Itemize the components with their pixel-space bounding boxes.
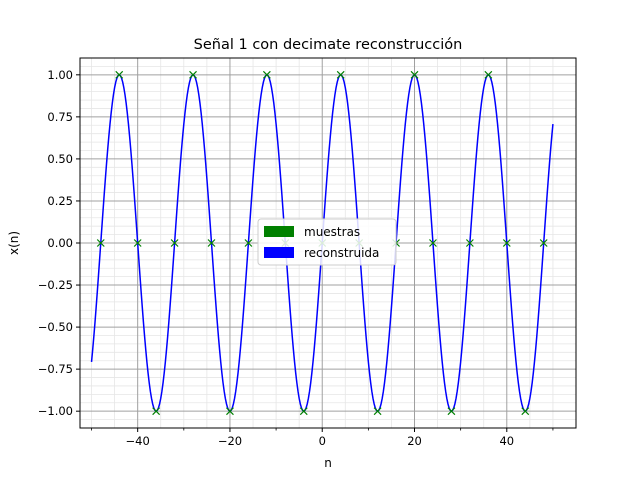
sample-marker — [521, 407, 530, 416]
legend-label-muestras: muestras — [304, 225, 360, 239]
sample-marker — [96, 239, 105, 247]
y-tick-label: 1.00 — [47, 68, 73, 82]
y-axis-label: x(n) — [7, 231, 21, 255]
sample-marker — [299, 407, 308, 416]
x-tick-label: 0 — [319, 434, 326, 448]
legend-swatch-reconstruida — [264, 247, 294, 258]
sample-marker — [244, 239, 253, 247]
x-tick-label: 20 — [407, 434, 422, 448]
sample-marker — [465, 239, 474, 247]
x-tick-label: 40 — [499, 434, 514, 448]
y-tick-label: −0.50 — [38, 320, 73, 334]
x-axis-label: n — [324, 456, 332, 470]
y-tick-label: 0.50 — [47, 152, 73, 166]
ticks: −40 −20 0 20 40 −1.00 −0.75 −0.50 −0.25 0.00 0.25 0… — [38, 68, 554, 448]
sample-marker — [502, 239, 511, 247]
y-tick-label: −0.25 — [38, 278, 73, 292]
y-tick-label: −0.75 — [38, 362, 73, 376]
sample-marker — [336, 70, 345, 79]
x-tick-label: −40 — [126, 434, 150, 448]
sample-marker — [484, 70, 493, 79]
sample-marker — [133, 239, 142, 247]
sample-marker — [207, 239, 216, 247]
sample-marker — [115, 70, 124, 79]
x-tick-label: −20 — [218, 434, 242, 448]
sample-marker — [410, 70, 419, 79]
sample-marker — [262, 70, 271, 79]
sample-marker — [373, 407, 382, 416]
sample-marker — [226, 407, 234, 416]
sample-marker — [152, 407, 161, 416]
sample-marker — [429, 239, 437, 247]
y-tick-label: 0.25 — [47, 194, 73, 208]
sample-marker — [170, 239, 179, 247]
y-tick-label: −1.00 — [38, 404, 73, 418]
sample-marker — [539, 239, 548, 247]
legend-label-reconstruida: reconstruida — [304, 246, 379, 260]
y-tick-label: 0.00 — [47, 236, 73, 250]
chart-title: Señal 1 con decimate reconstrucción — [194, 37, 463, 53]
y-tick-label: 0.75 — [47, 110, 73, 124]
sample-marker — [447, 407, 456, 416]
sample-marker — [189, 70, 197, 79]
legend: muestras reconstruida — [257, 218, 397, 266]
grid — [80, 57, 577, 429]
legend-swatch-muestras — [264, 226, 294, 237]
